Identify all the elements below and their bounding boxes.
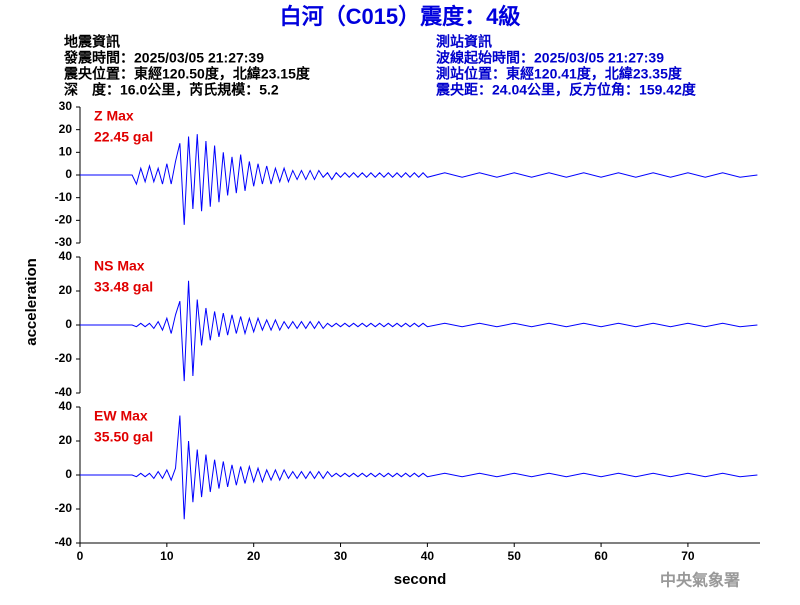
y-tick-label: 20	[59, 122, 73, 136]
chart-title: 白河（C015）震度：4級	[280, 4, 521, 29]
info-left: 地震資訊	[64, 34, 120, 50]
y-tick-label: -40	[55, 535, 73, 549]
y-tick-label: -30	[55, 235, 73, 249]
info-left: 震央位置：東經120.50度，北緯23.15度	[63, 66, 311, 82]
watermark: 中央氣象署	[660, 571, 740, 590]
y-tick-label: -20	[55, 213, 73, 227]
panel-name: NS Max	[94, 258, 145, 274]
panel-max: 35.50 gal	[94, 429, 153, 445]
x-tick-label: 10	[160, 549, 174, 563]
info-right: 震央距：24.04公里，反方位角：159.42度	[435, 82, 697, 98]
panel-name: Z Max	[94, 108, 134, 124]
x-tick-label: 60	[594, 549, 608, 563]
y-tick-label: 40	[59, 399, 73, 413]
y-tick-label: 20	[59, 433, 73, 447]
y-tick-label: -10	[55, 190, 73, 204]
x-tick-label: 0	[77, 549, 84, 563]
info-left: 深 度：16.0公里，芮氏規模：5.2	[64, 82, 279, 98]
info-left: 發震時間：2025/03/05 21:27:39	[63, 50, 264, 66]
x-tick-label: 20	[247, 549, 261, 563]
y-tick-label: -40	[55, 385, 73, 399]
y-tick-label: 40	[59, 249, 73, 263]
panel-max: 33.48 gal	[94, 279, 153, 295]
y-tick-label: -20	[55, 351, 73, 365]
x-tick-label: 70	[681, 549, 695, 563]
info-right: 測站位置：東經120.41度，北緯23.35度	[436, 66, 683, 82]
panel-name: EW Max	[94, 408, 148, 424]
x-tick-label: 30	[334, 549, 348, 563]
x-tick-label: 50	[508, 549, 522, 563]
info-right: 測站資訊	[436, 34, 492, 50]
panel-max: 22.45 gal	[94, 129, 153, 145]
x-axis-label: second	[394, 571, 447, 588]
waveform	[80, 280, 758, 382]
waveform	[80, 134, 758, 225]
y-tick-label: 10	[59, 145, 73, 159]
y-axis-label: acceleration	[23, 258, 40, 346]
info-right: 波線起始時間：2025/03/05 21:27:39	[436, 50, 664, 66]
y-tick-label: 0	[65, 467, 72, 481]
y-tick-label: 30	[59, 99, 73, 113]
x-tick-label: 40	[421, 549, 435, 563]
y-tick-label: 0	[65, 317, 72, 331]
waveform	[80, 415, 758, 520]
y-tick-label: -20	[55, 501, 73, 515]
y-tick-label: 0	[65, 167, 72, 181]
y-tick-label: 20	[59, 283, 73, 297]
